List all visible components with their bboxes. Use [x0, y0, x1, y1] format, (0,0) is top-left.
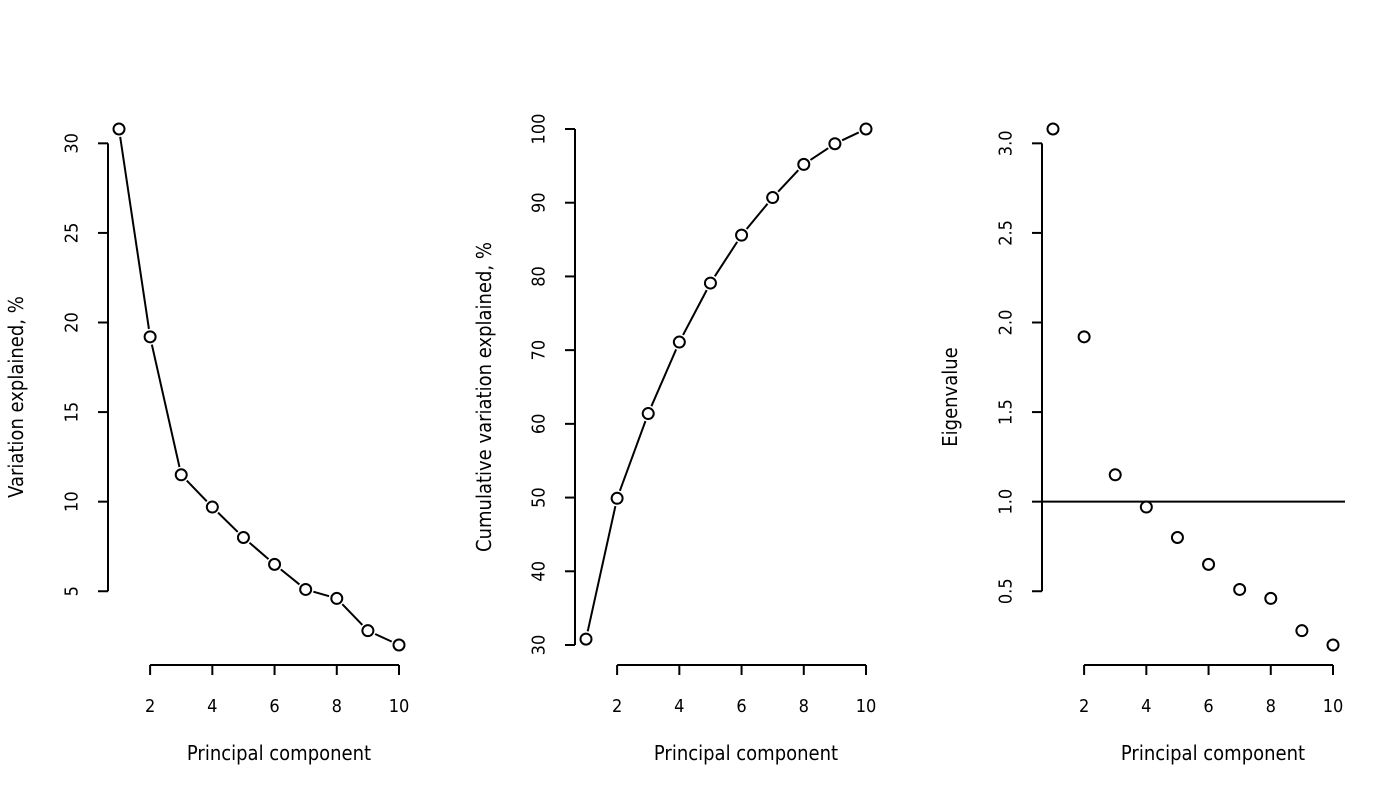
- y-axis-title: Variation explained, %: [4, 296, 28, 498]
- data-point: [672, 335, 686, 349]
- data-point: [610, 491, 624, 505]
- x-axis-title: Principal component: [654, 741, 838, 765]
- x-tick-label: 8: [332, 696, 342, 717]
- series-segment: [745, 203, 769, 230]
- x-tick-label: 4: [674, 696, 684, 717]
- x-tick-label: 2: [1079, 696, 1089, 717]
- data-point: [766, 191, 780, 205]
- x-tick-label: 2: [612, 696, 622, 717]
- y-tick-label: 80: [529, 266, 550, 287]
- y-tick-label: 0.5: [996, 578, 1017, 604]
- y-tick-label: 3.0: [996, 130, 1017, 156]
- series-segment: [618, 420, 647, 492]
- y-tick-label: 25: [62, 223, 83, 244]
- data-point: [1046, 122, 1060, 136]
- series-segment: [341, 603, 364, 626]
- data-point: [236, 531, 250, 544]
- y-tick-label: 1.5: [996, 399, 1017, 425]
- x-tick-label: 6: [736, 696, 746, 717]
- series-segment: [150, 344, 181, 468]
- y-tick-label: 60: [529, 414, 550, 435]
- data-point: [797, 157, 811, 171]
- data-point: [1108, 468, 1122, 482]
- x-tick-label: 8: [799, 696, 809, 717]
- data-point: [330, 591, 344, 605]
- series-segment: [586, 505, 617, 632]
- series-segment: [186, 479, 208, 502]
- series-segment: [280, 568, 301, 586]
- data-point: [361, 624, 375, 638]
- x-axis-title: Principal component: [187, 741, 371, 765]
- data-point: [1139, 500, 1153, 514]
- y-tick-label: 1.0: [996, 489, 1017, 515]
- data-point: [1202, 557, 1216, 571]
- y-tick-label: 20: [62, 312, 83, 333]
- x-tick-label: 6: [1203, 696, 1213, 717]
- data-point: [1077, 330, 1091, 344]
- y-tick-label: 90: [529, 192, 550, 213]
- data-point: [112, 122, 126, 136]
- data-point: [1264, 591, 1278, 605]
- data-point: [1170, 531, 1184, 544]
- data-point: [859, 122, 873, 136]
- data-point: [1326, 638, 1340, 652]
- x-tick-label: 6: [269, 696, 279, 717]
- data-point: [205, 500, 219, 514]
- y-tick-label: 30: [62, 133, 83, 154]
- series-segment: [374, 633, 393, 643]
- series-segment: [713, 241, 739, 277]
- series-segment: [777, 169, 800, 193]
- chart-panel-2: 2 4 6 8 10 30 40 50 60 70 80 90 100 Principal compone…: [472, 114, 876, 765]
- x-tick-label: 2: [145, 696, 155, 717]
- y-axis-title: Cumulative variation explained, %: [472, 242, 496, 552]
- data-point: [579, 632, 593, 646]
- data-point: [174, 468, 188, 482]
- y-tick-label: 10: [62, 491, 83, 512]
- y-tick-label: 70: [529, 340, 550, 361]
- series-segment: [313, 590, 330, 598]
- y-tick-label: 50: [529, 487, 550, 508]
- data-point: [828, 137, 842, 151]
- series-segment: [248, 541, 270, 560]
- x-tick-label: 4: [1141, 696, 1151, 717]
- x-tick-label: 10: [1323, 696, 1344, 717]
- y-tick-label: 5: [62, 586, 83, 596]
- series-segment: [650, 348, 678, 407]
- series-segment: [119, 136, 150, 330]
- data-point: [1233, 582, 1247, 596]
- series-segment: [841, 131, 860, 142]
- y-tick-label: 15: [62, 402, 83, 423]
- data-point: [392, 638, 406, 652]
- x-tick-label: 8: [1266, 696, 1276, 717]
- series-segment: [809, 147, 829, 161]
- y-tick-label: 2.5: [996, 220, 1017, 246]
- series-segment: [217, 511, 239, 533]
- y-tick-label: 30: [529, 635, 550, 656]
- y-tick-label: 100: [529, 114, 550, 145]
- y-tick-label: 2.0: [996, 310, 1017, 336]
- chart-panel-3: 2 4 6 8 10 0.5 1.0 1.5 2.0 2.5 3.0 Principal compon…: [938, 122, 1345, 765]
- data-point: [735, 228, 749, 242]
- x-tick-label: 4: [207, 696, 217, 717]
- x-axis-title: Principal component: [1121, 741, 1305, 765]
- y-axis-title: Eigenvalue: [938, 347, 962, 446]
- data-point: [268, 557, 282, 571]
- series-segment: [682, 289, 708, 336]
- data-point: [143, 330, 157, 344]
- data-point: [641, 407, 655, 421]
- data-point: [703, 276, 717, 290]
- x-tick-label: 10: [389, 696, 410, 717]
- x-tick-label: 10: [856, 696, 877, 717]
- chart-panel-1: 2 4 6 8 10 5 10 15 20 25 30 Principal component Vari…: [4, 122, 410, 765]
- data-point: [299, 582, 313, 596]
- y-tick-label: 40: [529, 561, 550, 582]
- data-point: [1295, 624, 1309, 638]
